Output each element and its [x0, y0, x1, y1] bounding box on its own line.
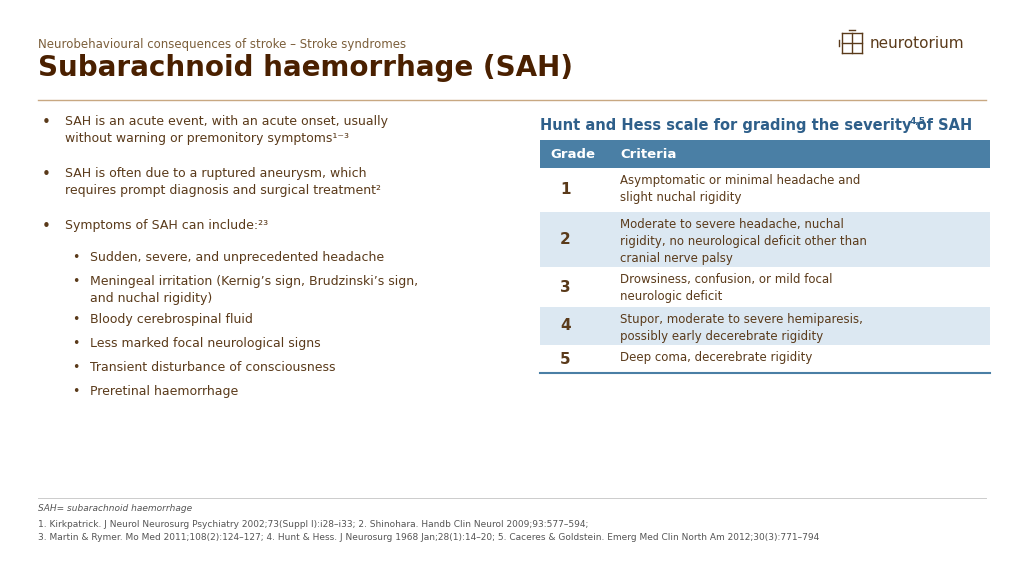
Text: •: • [42, 115, 51, 130]
Text: •: • [42, 219, 51, 234]
Text: 1: 1 [560, 183, 570, 198]
Text: Hunt and Hess scale for grading the severity of SAH: Hunt and Hess scale for grading the seve… [540, 118, 972, 133]
FancyBboxPatch shape [540, 307, 990, 345]
Text: Symptoms of SAH can include:²³: Symptoms of SAH can include:²³ [65, 219, 268, 232]
Text: Bloody cerebrospinal fluid: Bloody cerebrospinal fluid [90, 313, 253, 326]
Text: •: • [72, 313, 80, 326]
FancyBboxPatch shape [540, 168, 990, 212]
Text: Preretinal haemorrhage: Preretinal haemorrhage [90, 385, 239, 398]
Text: Meningeal irritation (Kernig’s sign, Brudzinski’s sign,
and nuchal rigidity): Meningeal irritation (Kernig’s sign, Bru… [90, 275, 418, 305]
Text: •: • [72, 275, 80, 288]
Text: •: • [72, 251, 80, 264]
FancyBboxPatch shape [540, 345, 990, 373]
Text: 3: 3 [560, 279, 570, 294]
Text: neurotorium: neurotorium [870, 36, 965, 51]
Text: Less marked focal neurological signs: Less marked focal neurological signs [90, 337, 321, 350]
FancyBboxPatch shape [540, 267, 990, 307]
Text: Grade: Grade [550, 147, 595, 161]
Text: Stupor, moderate to severe hemiparesis,
possibly early decerebrate rigidity: Stupor, moderate to severe hemiparesis, … [620, 313, 863, 343]
Text: Sudden, severe, and unprecedented headache: Sudden, severe, and unprecedented headac… [90, 251, 384, 264]
Text: Neurobehavioural consequences of stroke – Stroke syndromes: Neurobehavioural consequences of stroke … [38, 38, 407, 51]
Text: •: • [72, 337, 80, 350]
FancyBboxPatch shape [540, 140, 990, 168]
Text: •: • [72, 385, 80, 398]
Text: Drowsiness, confusion, or mild focal
neurologic deficit: Drowsiness, confusion, or mild focal neu… [620, 273, 833, 303]
Text: SAH= subarachnoid haemorrhage: SAH= subarachnoid haemorrhage [38, 504, 193, 513]
Text: Subarachnoid haemorrhage (SAH): Subarachnoid haemorrhage (SAH) [38, 54, 573, 82]
Text: •: • [42, 167, 51, 182]
Text: Transient disturbance of consciousness: Transient disturbance of consciousness [90, 361, 336, 374]
FancyBboxPatch shape [540, 212, 990, 267]
Text: Criteria: Criteria [620, 147, 677, 161]
Text: Asymptomatic or minimal headache and
slight nuchal rigidity: Asymptomatic or minimal headache and sli… [620, 174, 860, 204]
Text: •: • [72, 361, 80, 374]
Text: 1. Kirkpatrick. J Neurol Neurosurg Psychiatry 2002;73(Suppl I):i28–i33; 2. Shino: 1. Kirkpatrick. J Neurol Neurosurg Psych… [38, 520, 819, 542]
Text: SAH is often due to a ruptured aneurysm, which
requires prompt diagnosis and sur: SAH is often due to a ruptured aneurysm,… [65, 167, 381, 197]
Text: 4,5: 4,5 [910, 117, 926, 126]
Text: SAH is an acute event, with an acute onset, usually
without warning or premonito: SAH is an acute event, with an acute ons… [65, 115, 388, 145]
Text: Deep coma, decerebrate rigidity: Deep coma, decerebrate rigidity [620, 351, 812, 364]
Text: 4: 4 [560, 319, 570, 334]
Text: 5: 5 [560, 351, 570, 366]
Text: Moderate to severe headache, nuchal
rigidity, no neurological deficit other than: Moderate to severe headache, nuchal rigi… [620, 218, 867, 264]
Text: 2: 2 [560, 232, 570, 247]
